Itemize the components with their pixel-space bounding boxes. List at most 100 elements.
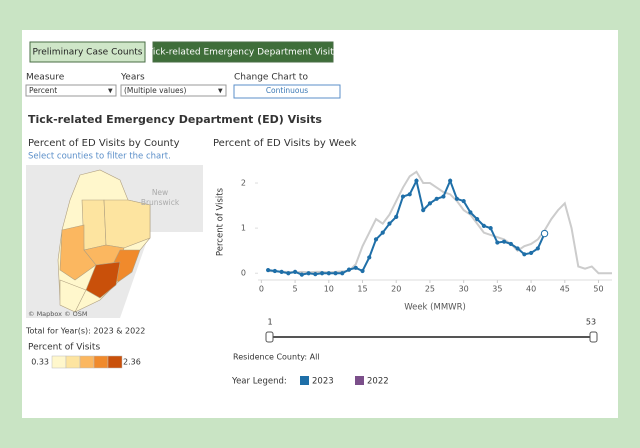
point <box>299 272 304 277</box>
point <box>441 194 446 199</box>
x-tick-label: 15 <box>357 285 367 294</box>
point <box>292 269 298 274</box>
county <box>85 261 121 299</box>
dropdown-arrow: ▼ <box>108 88 113 95</box>
point <box>380 230 385 235</box>
legend-swatch <box>93 355 109 369</box>
dropdown-value: (Multiple values) <box>124 86 186 95</box>
point <box>346 267 352 272</box>
point <box>272 268 277 274</box>
point <box>373 237 379 242</box>
point <box>360 268 365 274</box>
legend-label: 2023 <box>312 377 334 387</box>
point <box>313 272 318 277</box>
point <box>414 178 419 183</box>
map-attribution: © Mapbox © OSM <box>28 310 88 318</box>
point <box>421 207 426 213</box>
county <box>59 279 87 313</box>
y-tick-label: 2 <box>241 179 246 188</box>
point <box>427 201 433 206</box>
series-line <box>268 170 612 275</box>
point <box>528 250 534 256</box>
map-area <box>26 165 203 318</box>
legend-min: 0.33 <box>31 358 49 367</box>
map-title: Percent of ED Visits by County <box>28 138 180 149</box>
point <box>481 223 486 228</box>
legend-label: 2022 <box>367 377 389 387</box>
x-tick-label: 50 <box>593 285 603 294</box>
point <box>475 217 480 222</box>
point <box>279 269 284 274</box>
slider-min: 1 <box>267 318 272 327</box>
point <box>326 271 331 276</box>
x-tick-label: 25 <box>425 285 435 294</box>
residence-note: Residence County: All <box>233 353 320 362</box>
x-tick-label: 35 <box>492 285 502 294</box>
legend-swatch <box>51 355 67 369</box>
point <box>353 265 358 270</box>
filter-label: Change Chart to <box>234 73 308 83</box>
x-tick-label: 20 <box>391 285 401 294</box>
tab-label: Tick-related Emergency Department Visits <box>147 48 339 58</box>
chart-title: Percent of ED Visits by Week <box>213 138 357 149</box>
county <box>103 199 151 249</box>
point <box>461 198 466 204</box>
y-axis-label: Percent of Visits <box>216 187 226 256</box>
slider-handle[interactable] <box>265 331 274 343</box>
filter-label: Measure <box>26 73 65 83</box>
tab-label: Preliminary Case Counts <box>33 48 143 58</box>
dropdown-value: Percent <box>29 86 57 95</box>
legend-swatch <box>79 355 95 369</box>
x-tick-label: 0 <box>259 285 264 294</box>
county <box>81 199 107 251</box>
y-tick-label: 0 <box>241 269 246 278</box>
dashboard-title: Tick-related Emergency Department (ED) V… <box>28 113 322 126</box>
dropdown[interactable] <box>120 84 227 97</box>
dropdown-value: Continuous <box>266 86 308 95</box>
x-tick-label: 45 <box>560 285 570 294</box>
point <box>333 271 338 276</box>
x-tick-label: 40 <box>526 285 536 294</box>
point <box>400 194 406 199</box>
point <box>319 271 325 276</box>
point <box>387 221 392 226</box>
x-axis-label: Week (MMWR) <box>404 303 466 313</box>
tab[interactable] <box>152 41 334 63</box>
legend-swatch <box>107 355 123 369</box>
point <box>306 271 311 276</box>
point <box>286 271 291 276</box>
point <box>488 226 493 231</box>
place-label: Brunswick <box>141 198 180 207</box>
legend-swatch[interactable] <box>300 376 309 385</box>
point <box>454 196 460 201</box>
slider-max: 53 <box>586 318 596 327</box>
tab[interactable] <box>29 41 146 63</box>
point <box>340 271 345 276</box>
point <box>448 178 453 183</box>
point <box>515 246 520 251</box>
point <box>502 239 507 244</box>
legend-swatch <box>65 355 81 369</box>
dropdown[interactable] <box>25 84 117 97</box>
filter-label: Years <box>120 73 145 83</box>
point <box>468 210 473 215</box>
legend-title: Percent of Visits <box>28 343 100 353</box>
point <box>434 196 439 201</box>
point <box>394 214 399 219</box>
point <box>508 241 513 247</box>
place-label: New <box>152 188 168 197</box>
x-tick-label: 10 <box>324 285 334 294</box>
legend-max: 2.36 <box>123 358 141 367</box>
slider-handle[interactable] <box>589 331 598 343</box>
point <box>266 267 271 273</box>
year-legend-title: Year Legend: <box>231 377 287 387</box>
point <box>522 252 527 257</box>
point <box>407 192 412 197</box>
map-subtitle: Select counties to filter the chart. <box>28 152 171 162</box>
point <box>367 255 372 260</box>
point <box>540 229 549 238</box>
legend-swatch[interactable] <box>355 376 364 385</box>
dropdown[interactable] <box>233 84 341 99</box>
x-tick-label: 30 <box>459 285 469 294</box>
